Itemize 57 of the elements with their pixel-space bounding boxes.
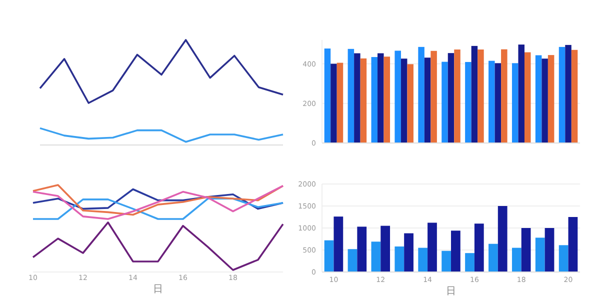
bar (501, 49, 508, 143)
bar (494, 63, 502, 143)
bar (512, 63, 518, 143)
bar (521, 228, 531, 272)
bar (371, 57, 378, 143)
bar (404, 233, 414, 272)
bar (384, 56, 390, 143)
bar (465, 253, 474, 272)
bar (400, 58, 408, 143)
bar (424, 58, 431, 143)
bar (348, 48, 354, 143)
bar (407, 64, 414, 143)
bar (558, 245, 568, 272)
bar (518, 44, 524, 143)
bar (394, 50, 401, 143)
bar (535, 238, 545, 272)
bar (451, 230, 460, 272)
bar (348, 249, 358, 272)
bar (428, 222, 437, 272)
bar (442, 62, 448, 143)
bar (548, 55, 554, 143)
x-axis-title: 日 (446, 286, 456, 297)
bar (334, 216, 344, 272)
bar (474, 224, 484, 272)
bar (465, 62, 472, 143)
bar (336, 62, 344, 143)
bar (535, 55, 542, 143)
bar (454, 50, 460, 143)
bar (354, 53, 360, 143)
bar (524, 52, 531, 143)
x-axis-title: 日 (153, 284, 163, 295)
bar (568, 217, 578, 272)
bar (324, 48, 331, 143)
bar (478, 50, 484, 143)
bar (394, 246, 404, 272)
bar (371, 242, 381, 272)
bar (330, 64, 337, 143)
bar (418, 248, 428, 272)
bar (357, 226, 367, 272)
bar (558, 46, 566, 143)
bar (512, 248, 522, 272)
bar (448, 53, 454, 143)
bar (378, 53, 384, 143)
bar (565, 44, 572, 143)
bar (571, 50, 578, 143)
bar (380, 226, 390, 272)
bar (542, 58, 548, 143)
bar (498, 206, 508, 272)
bar (488, 244, 498, 272)
bar (488, 60, 495, 143)
bar (442, 250, 451, 272)
bar (430, 50, 437, 143)
bar (544, 228, 554, 272)
bar (418, 46, 424, 143)
bar (324, 240, 334, 272)
bar (471, 46, 478, 143)
bar (360, 58, 367, 143)
